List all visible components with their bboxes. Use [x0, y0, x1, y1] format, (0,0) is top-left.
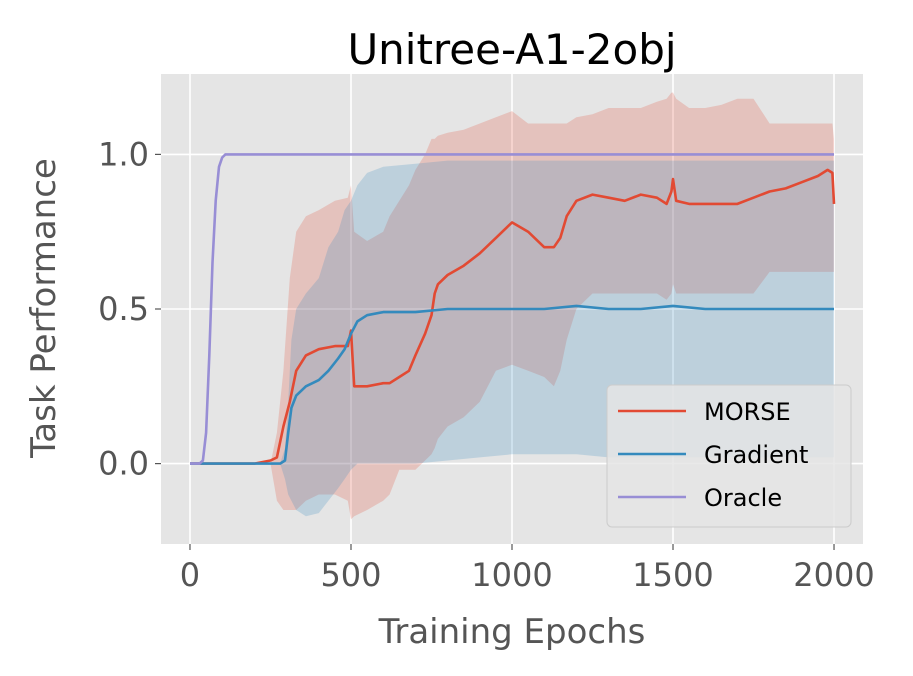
- x-axis-label: Training Epochs: [378, 612, 646, 652]
- x-tick-label: 1500: [632, 556, 713, 594]
- y-tick-label: 1.0: [98, 135, 149, 173]
- legend-label-oracle: Oracle: [704, 484, 782, 512]
- y-tick-label: 0.0: [98, 445, 149, 483]
- x-tick-label: 0: [180, 556, 200, 594]
- morse-band: [190, 92, 834, 520]
- legend-label-morse: MORSE: [704, 398, 791, 426]
- oracle-line: [190, 153, 834, 465]
- morse-line: [190, 168, 836, 465]
- chart-title: Unitree-A1-2obj: [347, 25, 676, 74]
- x-tick-label: 1000: [471, 556, 552, 594]
- legend: MORSE Gradient Oracle: [606, 384, 852, 528]
- series-lines: [190, 153, 836, 465]
- legend-label-gradient: Gradient: [704, 441, 808, 469]
- x-tick-label: 2000: [793, 556, 874, 594]
- y-axis-label: Task Performance: [24, 158, 64, 459]
- gradient-line: [190, 304, 834, 465]
- x-tick-label: 500: [320, 556, 381, 594]
- legend-box: [606, 384, 852, 528]
- y-tick-label: 0.5: [98, 290, 149, 328]
- x-axis-ticks: 0 500 1000 1500 2000: [180, 544, 875, 594]
- y-axis-ticks: 0.0 0.5 1.0: [98, 135, 161, 483]
